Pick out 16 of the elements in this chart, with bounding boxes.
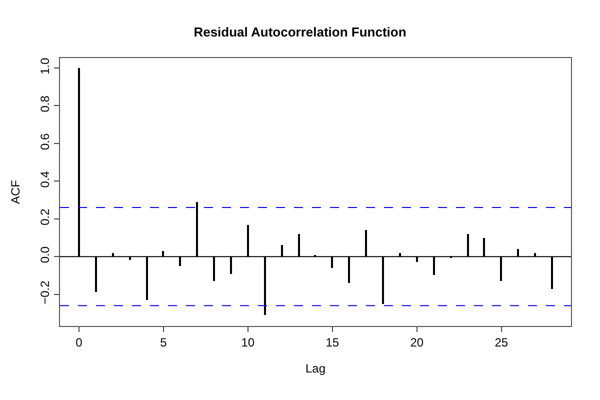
- x-axis-title: Lag: [305, 361, 326, 376]
- x-tick-label: 20: [410, 335, 424, 350]
- y-tick-label: 0.2: [38, 208, 52, 226]
- chart-title: Residual Autocorrelation Function: [194, 24, 406, 40]
- y-tick-label: 0.6: [38, 132, 52, 150]
- x-tick-label: 15: [326, 335, 340, 350]
- y-tick-label: 0.4: [38, 170, 52, 188]
- x-tick-label: 5: [160, 335, 168, 350]
- x-tick-label: 25: [494, 335, 508, 350]
- y-tick-label: −0.2: [38, 280, 52, 304]
- y-tick-label: 0.8: [38, 95, 52, 112]
- x-tick-label: 10: [241, 335, 255, 350]
- y-tick-label: 0.0: [38, 246, 52, 264]
- y-tick-label: 1.0: [38, 58, 52, 75]
- y-axis-title: ACF: [8, 180, 22, 204]
- x-tick-label: 0: [76, 335, 83, 350]
